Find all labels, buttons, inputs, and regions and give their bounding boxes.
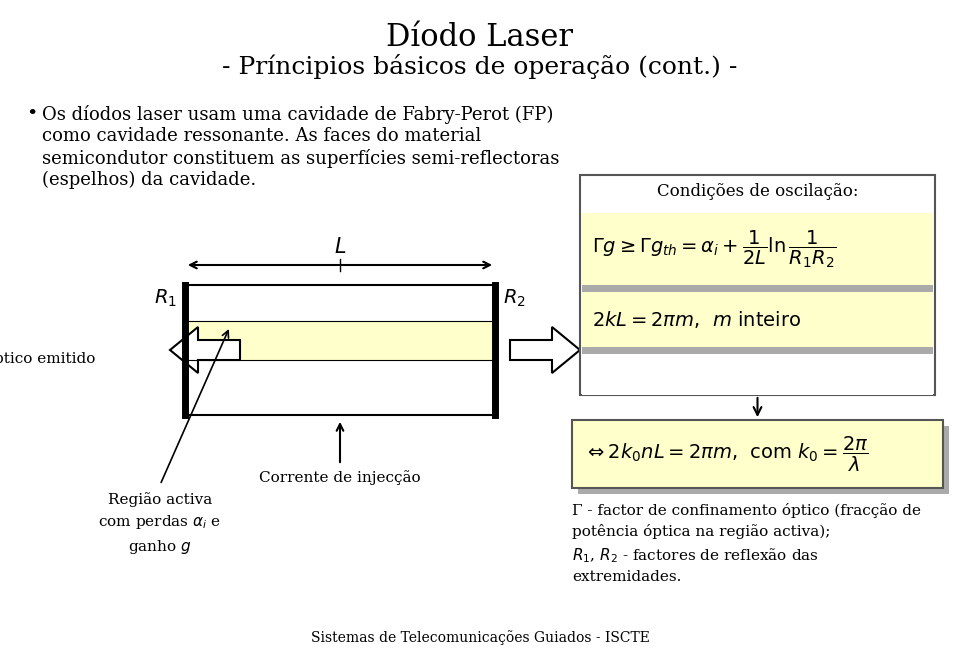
Text: Díodo Laser: Díodo Laser <box>387 22 573 53</box>
Text: - Príncipios básicos de operação (cont.) -: - Príncipios básicos de operação (cont.)… <box>223 54 737 79</box>
Polygon shape <box>170 327 240 373</box>
Bar <box>572 420 943 488</box>
Text: $L$: $L$ <box>334 237 347 257</box>
Bar <box>582 292 933 347</box>
Text: Γ - factor de confinamento óptico (fracção de
potência óptica na região activa);: Γ - factor de confinamento óptico (fracç… <box>572 503 921 584</box>
Text: Corrente de injecção: Corrente de injecção <box>259 470 420 485</box>
Text: $\Leftrightarrow 2k_0 nL = 2\pi m$,  com $k_0 = \dfrac{2\pi}{\lambda}$: $\Leftrightarrow 2k_0 nL = 2\pi m$, com … <box>584 434 869 474</box>
Text: (espelhos) da cavidade.: (espelhos) da cavidade. <box>42 171 256 190</box>
Polygon shape <box>510 327 580 373</box>
Bar <box>185 285 495 415</box>
Text: Sistemas de Telecomunicações Guiados - ISCTE: Sistemas de Telecomunicações Guiados - I… <box>311 630 649 645</box>
Bar <box>582 285 933 292</box>
Text: como cavidade ressonante. As faces do material: como cavidade ressonante. As faces do ma… <box>42 127 481 145</box>
Text: $2kL = 2\pi m$,  $m$ inteiro: $2kL = 2\pi m$, $m$ inteiro <box>592 309 802 330</box>
Text: Sinal óptico emitido: Sinal óptico emitido <box>0 351 95 365</box>
Text: Condições de oscilação:: Condições de oscilação: <box>657 183 858 200</box>
Bar <box>582 354 933 395</box>
Text: $R_2$: $R_2$ <box>503 288 526 309</box>
Bar <box>580 175 935 395</box>
Text: $R_1$: $R_1$ <box>154 288 177 309</box>
Text: •: • <box>26 105 37 123</box>
Bar <box>582 213 933 285</box>
Text: semicondutor constituem as superfícies semi-reflectoras: semicondutor constituem as superfícies s… <box>42 149 560 168</box>
Text: $\Gamma g \geq \Gamma g_{th} = \alpha_i + \dfrac{1}{2L}\ln\dfrac{1}{R_1R_2}$: $\Gamma g \geq \Gamma g_{th} = \alpha_i … <box>592 228 836 270</box>
Bar <box>582 347 933 354</box>
Bar <box>578 426 949 494</box>
Bar <box>185 321 495 361</box>
Text: Os díodos laser usam uma cavidade de Fabry-Perot (FP): Os díodos laser usam uma cavidade de Fab… <box>42 105 553 124</box>
Text: Região activa
com perdas $\alpha_i$ e
ganho $g$: Região activa com perdas $\alpha_i$ e ga… <box>99 492 222 556</box>
